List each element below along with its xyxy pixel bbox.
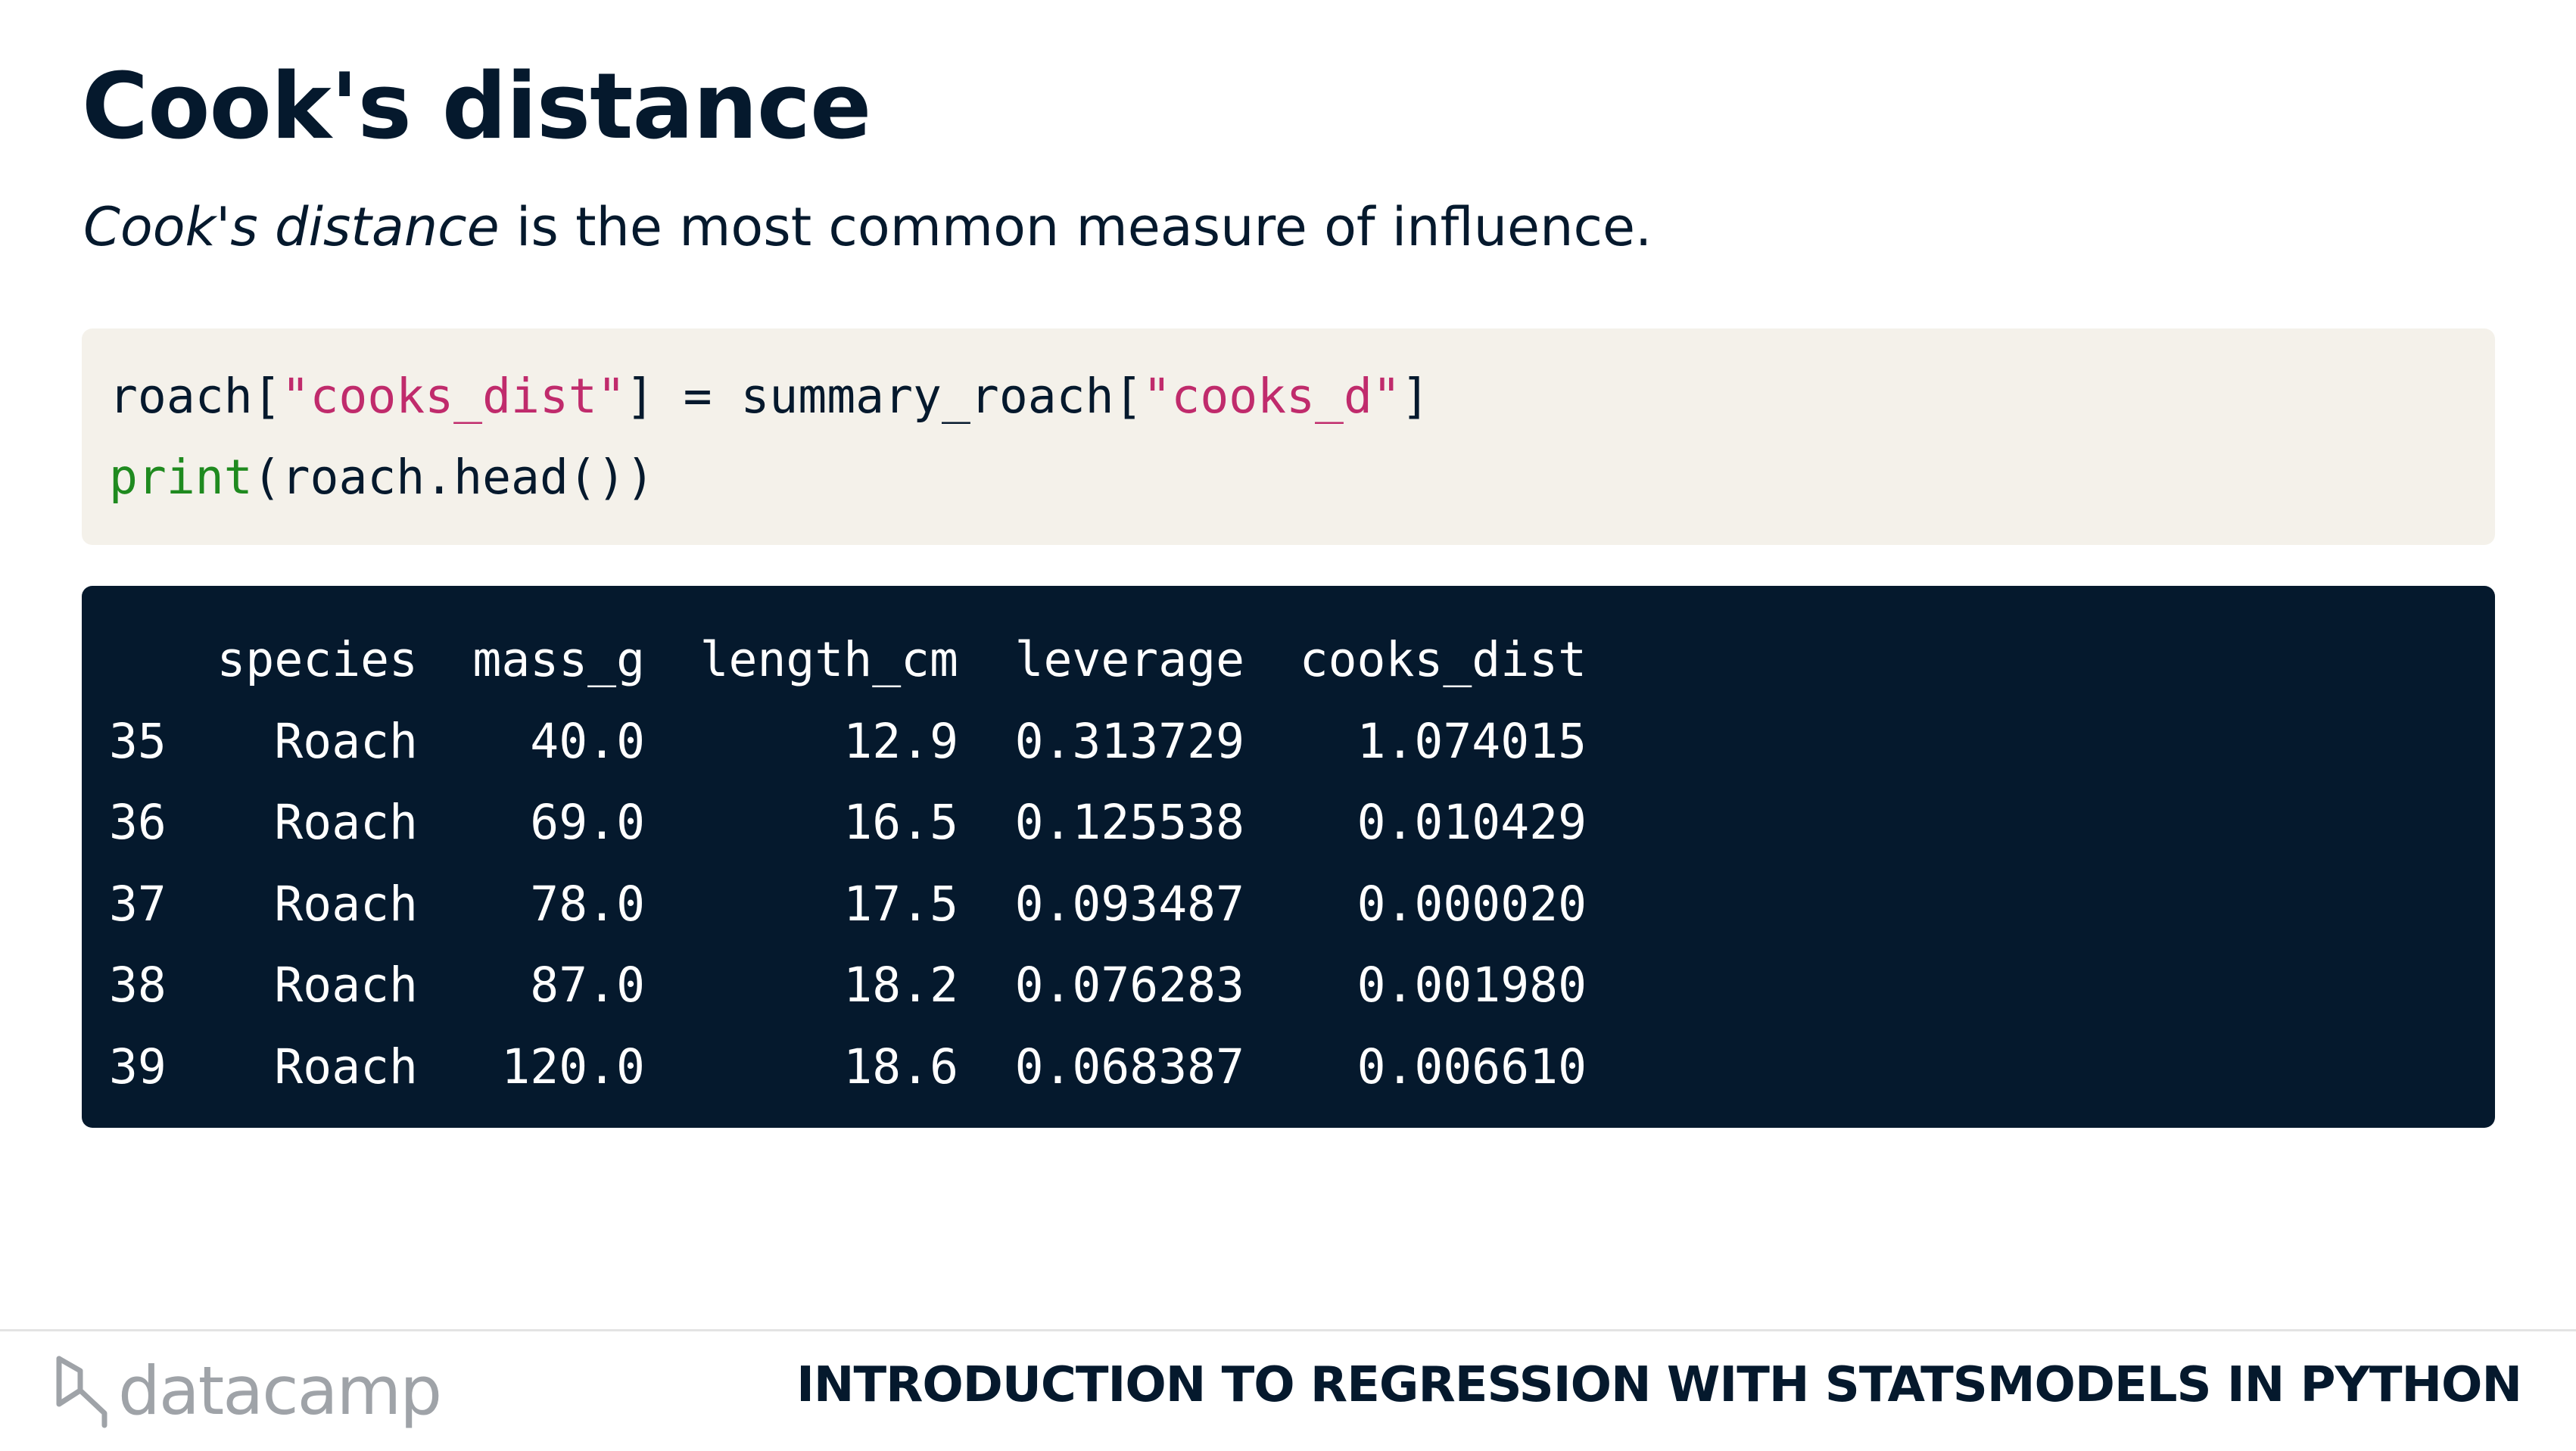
output-cell: 0.076283: [1014, 957, 1244, 1013]
output-cell: 0.006610: [1357, 1038, 1587, 1094]
output-cell: Roach: [274, 876, 418, 932]
code-output-block: species mass_g length_cm leverage cooks_…: [82, 586, 2495, 1128]
output-cell: 120.0: [501, 1038, 645, 1094]
output-cell: Roach: [274, 713, 418, 769]
code-token: ] = summary_roach[: [625, 369, 1143, 424]
output-cell: 87.0: [530, 957, 645, 1013]
output-cell: 0.010429: [1357, 795, 1587, 850]
output-cell: 69.0: [530, 795, 645, 850]
output-row: 35 Roach 40.0 12.9 0.313729 1.074015: [109, 701, 2495, 783]
datacamp-logo[interactable]: datacamp: [53, 1349, 442, 1432]
logo-wordmark: datacamp: [118, 1351, 442, 1430]
subtitle-text: is the most common measure of influence.: [499, 196, 1652, 258]
output-cell: 0.000020: [1357, 876, 1587, 932]
slide-title: Cook's distance: [82, 54, 871, 160]
output-cell: 39: [109, 1038, 167, 1094]
output-cell: Roach: [274, 795, 418, 850]
output-cell: 38: [109, 957, 167, 1013]
code-input-block: roach["cooks_dist"] = summary_roach["coo…: [82, 328, 2495, 545]
slide-subtitle: Cook's distance is the most common measu…: [83, 195, 1652, 259]
output-row: 36 Roach 69.0 16.5 0.125538 0.010429: [109, 782, 2495, 864]
code-token: (roach.head()): [252, 450, 655, 505]
output-header-cell: mass_g: [472, 632, 645, 687]
output-header-cell: leverage: [1014, 632, 1244, 687]
code-keyword: print: [109, 450, 253, 505]
output-row: 39 Roach 120.0 18.6 0.068387 0.006610: [109, 1026, 2495, 1108]
output-cell: 12.9: [843, 713, 958, 769]
output-header-cell: [109, 619, 192, 701]
output-cell: 0.125538: [1014, 795, 1244, 850]
output-cell: 18.6: [843, 1038, 958, 1094]
output-cell: 40.0: [530, 713, 645, 769]
footer-divider: [0, 1329, 2576, 1331]
output-cell: Roach: [274, 957, 418, 1013]
output-cell: 78.0: [530, 876, 645, 932]
code-token: ]: [1400, 369, 1430, 424]
course-title: INTRODUCTION TO REGRESSION WITH STATSMOD…: [796, 1357, 2522, 1413]
subtitle-emphasis: Cook's distance: [83, 196, 500, 258]
code-line-2: print(roach.head()): [109, 437, 2495, 518]
output-cell: 0.093487: [1014, 876, 1244, 932]
output-header-cell: length_cm: [699, 632, 958, 687]
output-cell: 17.5: [843, 876, 958, 932]
output-cell: Roach: [274, 1038, 418, 1094]
output-cell: 16.5: [843, 795, 958, 850]
output-cell: 0.313729: [1014, 713, 1244, 769]
output-row: 37 Roach 78.0 17.5 0.093487 0.000020: [109, 864, 2495, 945]
datacamp-logo-icon: [56, 1356, 107, 1428]
output-header-cell: cooks_dist: [1299, 632, 1587, 687]
output-cell: 37: [109, 876, 167, 932]
output-row: 38 Roach 87.0 18.2 0.076283 0.001980: [109, 945, 2495, 1026]
output-header-cell: species: [216, 632, 418, 687]
code-line-1: roach["cooks_dist"] = summary_roach["coo…: [109, 356, 2495, 437]
output-cell: 18.2: [843, 957, 958, 1013]
code-string: "cooks_dist": [281, 369, 626, 424]
code-token: roach[: [109, 369, 282, 424]
output-cell: 0.001980: [1357, 957, 1587, 1013]
output-header-row: species mass_g length_cm leverage cooks_…: [109, 619, 2495, 701]
output-cell: 35: [109, 713, 167, 769]
output-cell: 36: [109, 795, 167, 850]
output-cell: 0.068387: [1014, 1038, 1244, 1094]
output-cell: 1.074015: [1357, 713, 1587, 769]
code-string: "cooks_d": [1142, 369, 1401, 424]
